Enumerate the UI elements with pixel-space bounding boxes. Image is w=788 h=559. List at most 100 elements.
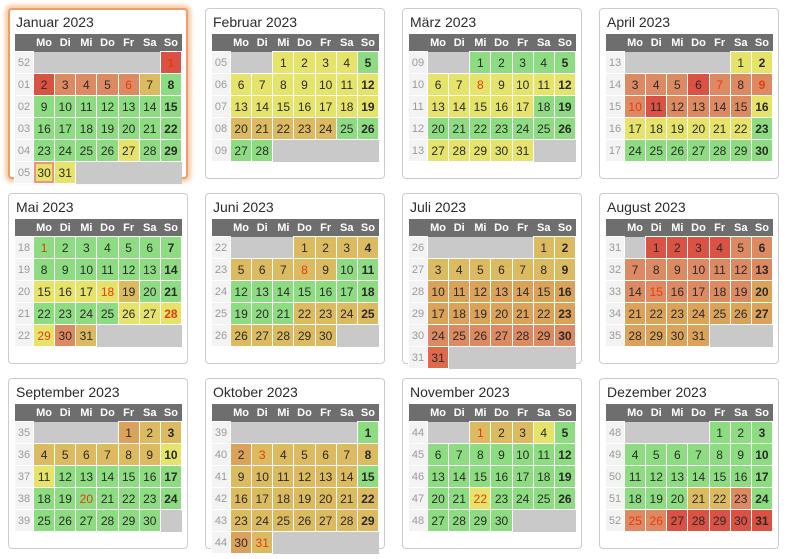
day-cell[interactable]: 25 <box>96 302 119 325</box>
day-cell[interactable]: 4 <box>32 443 56 466</box>
day-cell[interactable]: 5 <box>729 236 752 259</box>
day-cell[interactable]: 21 <box>138 117 161 140</box>
day-cell[interactable]: 15 <box>645 280 668 303</box>
day-cell[interactable]: 14 <box>96 465 119 488</box>
day-cell[interactable]: 9 <box>666 258 689 281</box>
day-cell[interactable]: 2 <box>32 73 56 96</box>
day-cell[interactable]: 1 <box>532 236 555 259</box>
day-cell[interactable]: 14 <box>687 465 710 488</box>
day-cell[interactable]: 18 <box>532 95 555 118</box>
day-cell[interactable]: 21 <box>96 487 119 510</box>
day-cell[interactable]: 16 <box>293 95 316 118</box>
day-cell[interactable]: 11 <box>272 465 295 488</box>
day-cell[interactable]: 1 <box>469 421 492 444</box>
day-cell[interactable]: 7 <box>708 73 731 96</box>
day-cell[interactable]: 1 <box>32 236 56 259</box>
day-cell[interactable]: 2 <box>666 236 689 259</box>
day-cell[interactable]: 16 <box>750 95 774 118</box>
day-cell[interactable]: 28 <box>687 509 710 532</box>
day-cell[interactable]: 21 <box>687 487 710 510</box>
day-cell[interactable]: 12 <box>117 258 140 281</box>
day-cell[interactable]: 15 <box>469 95 492 118</box>
day-cell[interactable]: 8 <box>272 73 295 96</box>
day-cell[interactable]: 10 <box>511 443 534 466</box>
day-cell[interactable]: 14 <box>708 95 731 118</box>
day-cell[interactable]: 27 <box>750 302 774 325</box>
day-cell[interactable]: 12 <box>229 280 253 303</box>
day-cell[interactable]: 22 <box>469 487 492 510</box>
day-cell[interactable]: 26 <box>666 139 689 162</box>
day-cell[interactable]: 15 <box>32 280 56 303</box>
day-cell[interactable]: 2 <box>490 421 513 444</box>
day-cell[interactable]: 23 <box>490 117 513 140</box>
day-cell[interactable]: 28 <box>251 139 274 162</box>
day-cell[interactable]: 11 <box>708 258 731 281</box>
day-cell[interactable]: 5 <box>117 236 140 259</box>
day-cell[interactable]: 28 <box>138 139 161 162</box>
day-cell[interactable]: 17 <box>750 465 774 488</box>
day-cell[interactable]: 26 <box>54 509 77 532</box>
day-cell[interactable]: 5 <box>553 421 577 444</box>
day-cell[interactable]: 11 <box>623 465 647 488</box>
day-cell[interactable]: 8 <box>117 443 140 466</box>
day-cell[interactable]: 16 <box>229 487 253 510</box>
day-cell[interactable]: 27 <box>75 509 98 532</box>
day-cell[interactable]: 11 <box>335 73 358 96</box>
day-cell[interactable]: 3 <box>750 421 774 444</box>
day-cell[interactable]: 10 <box>623 95 647 118</box>
day-cell[interactable]: 20 <box>138 280 161 303</box>
day-cell[interactable]: 13 <box>490 280 513 303</box>
day-cell[interactable]: 2 <box>229 443 253 466</box>
day-cell[interactable]: 25 <box>32 509 56 532</box>
day-cell[interactable]: 14 <box>335 465 358 488</box>
day-cell[interactable]: 17 <box>251 487 274 510</box>
day-cell[interactable]: 24 <box>159 487 183 510</box>
day-cell[interactable]: 21 <box>251 117 274 140</box>
day-cell[interactable]: 26 <box>229 324 253 347</box>
day-cell[interactable]: 13 <box>138 258 161 281</box>
day-cell[interactable]: 31 <box>251 531 274 554</box>
day-cell[interactable]: 6 <box>251 258 274 281</box>
day-cell[interactable]: 22 <box>532 302 555 325</box>
day-cell[interactable]: 14 <box>511 280 534 303</box>
day-cell[interactable]: 27 <box>229 139 253 162</box>
day-cell[interactable]: 8 <box>469 443 492 466</box>
day-cell[interactable]: 7 <box>335 443 358 466</box>
day-cell[interactable]: 9 <box>490 73 513 96</box>
day-cell[interactable]: 3 <box>623 73 647 96</box>
day-cell[interactable]: 15 <box>117 465 140 488</box>
day-cell[interactable]: 29 <box>708 509 731 532</box>
day-cell[interactable]: 20 <box>687 117 710 140</box>
day-cell[interactable]: 4 <box>532 421 555 444</box>
day-cell[interactable]: 17 <box>314 95 337 118</box>
day-cell[interactable]: 28 <box>708 139 731 162</box>
day-cell[interactable]: 5 <box>229 258 253 281</box>
day-cell[interactable]: 16 <box>54 280 77 303</box>
day-cell[interactable]: 3 <box>54 73 77 96</box>
day-cell[interactable]: 20 <box>750 280 774 303</box>
day-cell[interactable]: 22 <box>708 487 731 510</box>
day-cell[interactable]: 9 <box>490 443 513 466</box>
day-cell[interactable]: 21 <box>272 302 295 325</box>
day-cell[interactable]: 5 <box>54 443 77 466</box>
day-cell[interactable]: 20 <box>75 487 98 510</box>
day-cell[interactable]: 2 <box>314 236 337 259</box>
day-cell[interactable]: 14 <box>623 280 647 303</box>
day-cell[interactable]: 10 <box>426 280 450 303</box>
day-cell[interactable]: 12 <box>469 280 492 303</box>
day-cell[interactable]: 8 <box>532 258 555 281</box>
day-cell[interactable]: 19 <box>645 487 668 510</box>
day-cell[interactable]: 18 <box>272 487 295 510</box>
day-cell[interactable]: 11 <box>356 258 380 281</box>
day-cell[interactable]: 19 <box>293 487 316 510</box>
day-cell[interactable]: 4 <box>356 236 380 259</box>
day-cell[interactable]: 30 <box>138 509 161 532</box>
day-cell[interactable]: 19 <box>96 117 119 140</box>
day-cell[interactable]: 28 <box>159 302 183 325</box>
day-cell[interactable]: 13 <box>314 465 337 488</box>
day-cell[interactable]: 9 <box>750 73 774 96</box>
day-cell[interactable]: 26 <box>356 117 380 140</box>
day-cell[interactable]: 21 <box>159 280 183 303</box>
day-cell[interactable]: 31 <box>426 346 450 369</box>
day-cell[interactable]: 6 <box>426 73 450 96</box>
